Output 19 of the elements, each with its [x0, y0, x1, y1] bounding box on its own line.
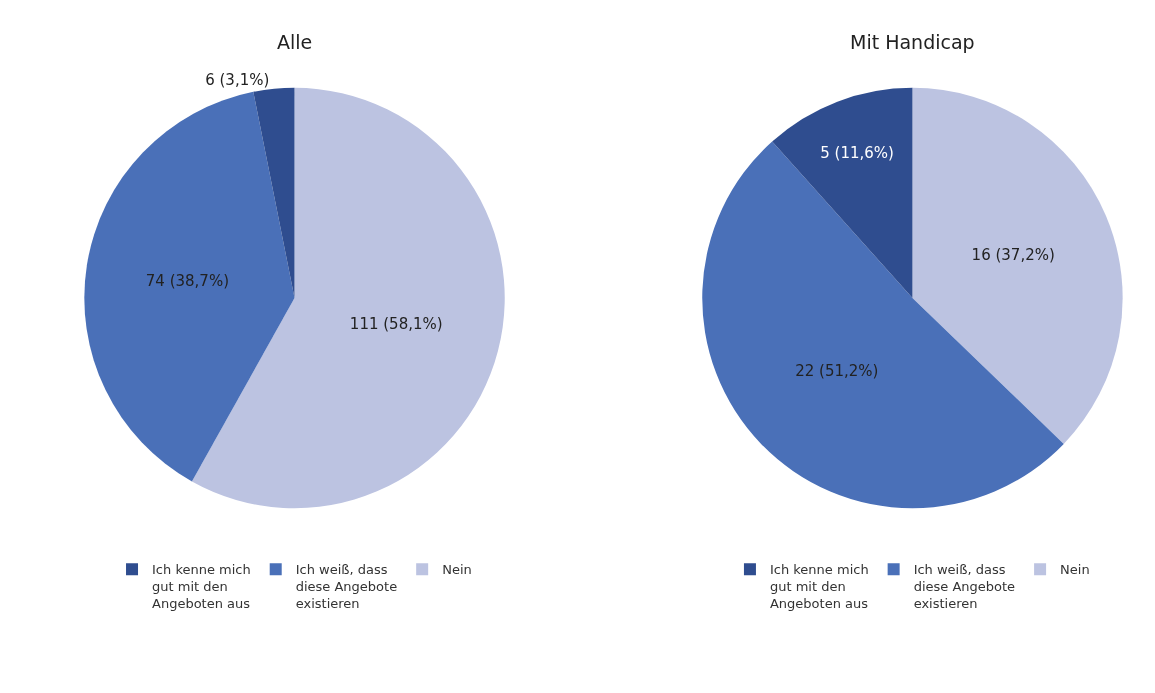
- chart-title: Alle: [277, 31, 313, 53]
- pie-slice: [702, 141, 1064, 509]
- pie-slice: [84, 91, 295, 482]
- data-label: 74 (38,7%): [145, 272, 229, 291]
- legend-label: Ich kenne mich gut mit den Angeboten aus: [152, 562, 251, 612]
- data-label: 16 (37,2%): [971, 246, 1055, 265]
- data-label: 6 (3,1%): [205, 70, 270, 89]
- legend-label: Ich weiß, dass diese Angebote existieren: [295, 562, 398, 612]
- legend-label: Nein: [1060, 562, 1090, 578]
- pie-slice: [253, 87, 295, 298]
- legend-label: Nein: [442, 562, 472, 578]
- data-label: 22 (51,2%): [795, 361, 879, 380]
- data-label: 111 (58,1%): [349, 315, 443, 334]
- pie-slice: [772, 87, 913, 298]
- legend-label: Ich weiß, dass diese Angebote existieren: [913, 562, 1016, 612]
- data-label: 5 (11,6%): [820, 144, 894, 163]
- pie-slice: [912, 87, 1123, 444]
- chart-title: Mit Handicap: [850, 31, 975, 53]
- legend-label: Ich kenne mich gut mit den Angeboten aus: [769, 562, 869, 612]
